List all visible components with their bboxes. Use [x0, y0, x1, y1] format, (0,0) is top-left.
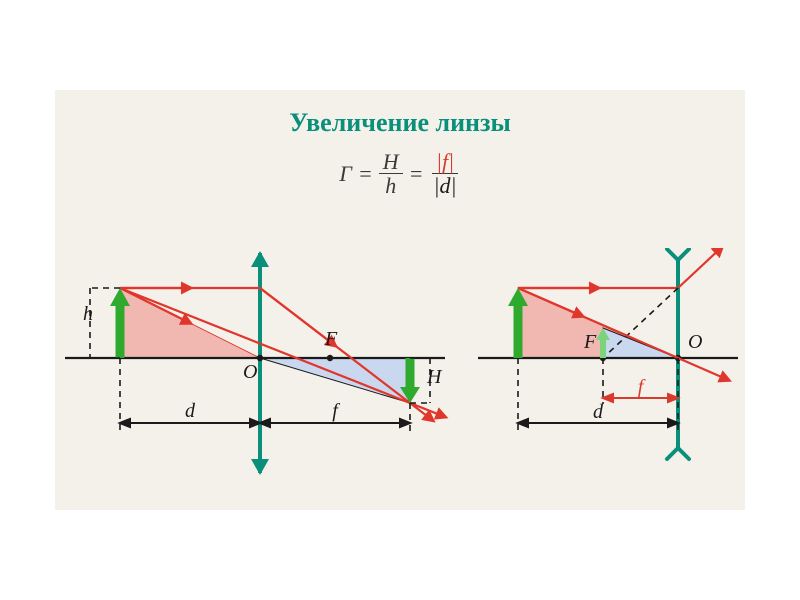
svg-text:F: F	[324, 328, 338, 350]
frac-fd: |f| |d|	[430, 150, 461, 197]
frac-fd-num: |f|	[432, 150, 458, 174]
svg-text:H: H	[426, 366, 443, 388]
gamma-symbol: Г	[339, 161, 352, 187]
svg-text:f: f	[638, 376, 646, 398]
svg-text:d: d	[185, 400, 196, 422]
svg-text:O: O	[243, 361, 257, 383]
frac-fd-den: |d|	[430, 174, 461, 197]
svg-text:d: d	[593, 401, 604, 423]
svg-text:F: F	[583, 331, 597, 353]
frac-Hh-den: h	[381, 174, 400, 197]
left-lens-diagram: d f h H O F	[65, 248, 465, 488]
right-lens-diagram: f d O F	[478, 248, 738, 488]
title: Увеличение линзы	[55, 108, 745, 138]
svg-text:f: f	[332, 400, 340, 422]
magnification-formula: Г = H h = |f| |d|	[55, 150, 745, 197]
equals-1: =	[358, 161, 373, 187]
frac-Hh: H h	[379, 150, 403, 197]
frac-Hh-num: H	[379, 150, 403, 174]
svg-text:h: h	[83, 303, 93, 325]
equals-2: =	[409, 161, 424, 187]
svg-text:O: O	[688, 331, 702, 353]
